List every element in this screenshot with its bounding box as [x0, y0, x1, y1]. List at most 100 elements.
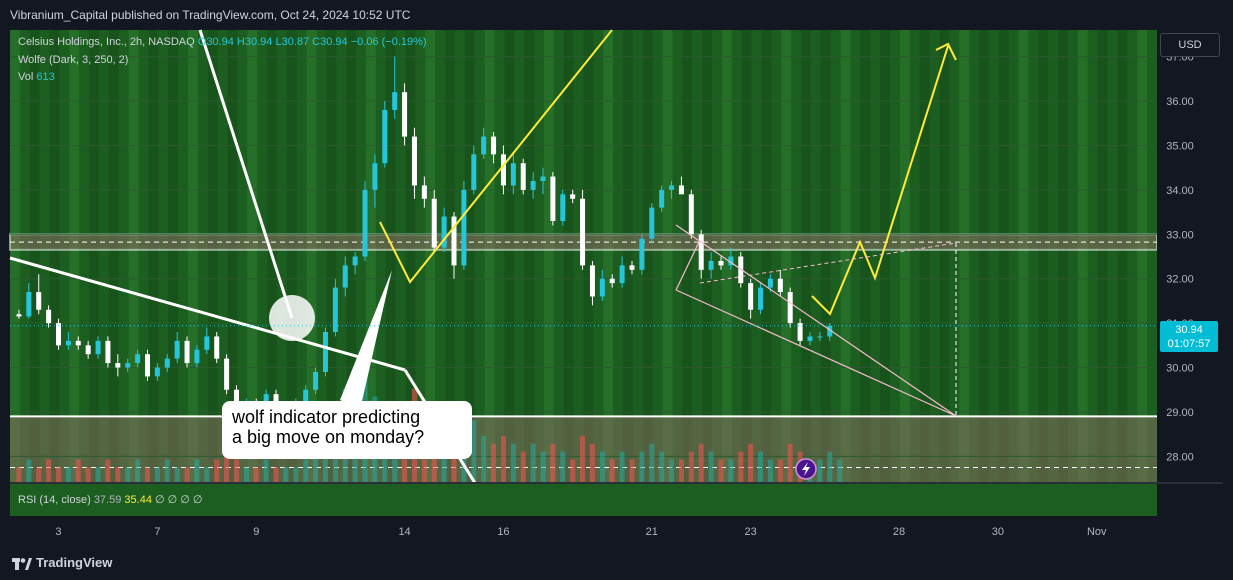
indicator-legend[interactable]: Wolfe (Dark, 3, 250, 2)	[18, 54, 129, 66]
candle-body	[402, 92, 408, 137]
candle-body	[95, 340, 101, 355]
background-stripe	[69, 30, 80, 483]
candle-body	[659, 189, 665, 208]
background-stripe	[1058, 30, 1069, 483]
volume-bar	[827, 451, 833, 483]
y-tick-label: 33.00	[1166, 229, 1194, 241]
volume-bar	[777, 459, 783, 483]
volume-bar	[570, 459, 576, 483]
volume-bar	[303, 459, 309, 483]
candle-body	[550, 176, 556, 221]
candle-body	[767, 278, 773, 288]
price-axis[interactable]	[1157, 30, 1223, 483]
background-stripe	[227, 30, 238, 483]
volume-bar	[243, 467, 249, 483]
candle-body	[55, 323, 61, 346]
volume-bar	[688, 451, 694, 483]
volume-bar	[758, 451, 764, 483]
background-stripe	[721, 30, 732, 483]
candle-body	[204, 336, 210, 350]
open-value: 30.94	[206, 36, 234, 48]
background-stripe	[484, 30, 495, 483]
volume-bar	[580, 435, 586, 483]
rsi-legend[interactable]: RSI (14, close) 37.59 35.44 ∅ ∅ ∅ ∅	[18, 493, 203, 506]
rsi-pane[interactable]	[10, 483, 1157, 516]
candle-body	[599, 278, 605, 297]
background-stripe	[998, 30, 1009, 483]
yellow-projection-left[interactable]	[379, 29, 613, 284]
volume-bar	[629, 459, 635, 483]
volume-bar	[46, 459, 52, 483]
x-tick-label: 30	[992, 526, 1004, 538]
background-stripe	[1077, 30, 1088, 483]
candle-body	[362, 189, 368, 257]
candle-body	[125, 363, 131, 368]
background-stripe	[959, 30, 970, 483]
candle-body	[16, 314, 22, 317]
background-stripe	[880, 30, 891, 483]
background-stripe	[1117, 30, 1128, 483]
volume-bar	[135, 459, 141, 483]
candle-body	[65, 340, 71, 346]
background-stripe	[543, 30, 554, 483]
candle-body	[382, 109, 388, 164]
candle-body	[748, 283, 754, 310]
candle-body	[214, 336, 220, 359]
background-stripe	[405, 30, 416, 483]
volume-bar	[65, 467, 71, 483]
volume-bar	[471, 420, 477, 483]
wolfe-line-2[interactable]	[198, 29, 294, 319]
highlight-circle[interactable]	[269, 295, 315, 341]
volume-bar	[510, 443, 516, 483]
candle-body	[36, 292, 42, 310]
candle-body	[46, 309, 52, 324]
volume-bar	[55, 467, 61, 483]
annotation-callout[interactable]: wolf indicator predicting a big move on …	[222, 401, 472, 459]
volume-bar	[154, 467, 160, 483]
candle-body	[26, 292, 32, 317]
background-stripe	[1137, 30, 1148, 483]
time-axis[interactable]	[10, 516, 1223, 545]
candle-body	[510, 163, 516, 186]
candle-body	[303, 389, 309, 404]
volume-bar	[75, 459, 81, 483]
candle-body	[669, 185, 675, 190]
background-stripe	[89, 30, 99, 483]
volume-bar	[481, 435, 487, 483]
volume-bar	[85, 467, 91, 483]
background-stripe	[29, 30, 40, 483]
tradingview-brand[interactable]: TradingView	[12, 555, 112, 570]
candle-body	[322, 332, 328, 372]
volume-bar	[26, 459, 32, 483]
volume-bar	[36, 467, 42, 483]
candle-body	[233, 389, 239, 412]
volume-bar	[718, 459, 724, 483]
candle-body	[718, 260, 724, 266]
close-label: C	[312, 36, 321, 48]
volume-bar	[224, 451, 230, 483]
candle-body	[481, 136, 487, 155]
currency-button[interactable]: USD	[1160, 33, 1220, 57]
volume-bar	[738, 451, 744, 483]
rsi-value-1: 37.59	[93, 494, 122, 506]
candle-body	[639, 238, 645, 270]
background-stripe	[682, 30, 693, 483]
volume-bar	[174, 467, 180, 483]
y-tick-label: 30.00	[1166, 363, 1194, 375]
wedge-lower	[675, 289, 957, 417]
volume-bar	[214, 459, 220, 483]
volume-bar	[669, 459, 675, 483]
background-stripe	[899, 30, 910, 483]
candle-body	[194, 349, 200, 364]
background-stripe	[801, 30, 811, 483]
volume-bar	[500, 435, 506, 483]
x-tick-label: 21	[646, 526, 658, 538]
wolfe-line-1[interactable]	[9, 256, 406, 372]
yellow-projection-right[interactable]	[811, 45, 949, 316]
candle-body	[451, 216, 457, 266]
volume-bar	[293, 467, 299, 483]
candle-body	[342, 265, 348, 288]
candle-body	[807, 336, 813, 341]
background-stripe	[583, 30, 594, 483]
